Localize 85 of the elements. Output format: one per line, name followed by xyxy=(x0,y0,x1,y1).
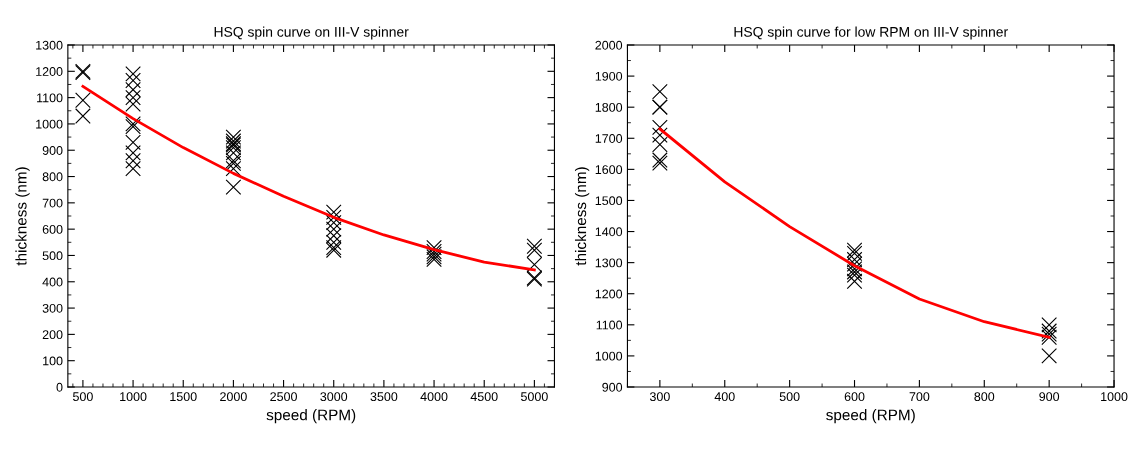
x-tick-label: 2000 xyxy=(220,392,247,402)
y-tick-label: 0 xyxy=(56,382,63,392)
point xyxy=(225,179,242,195)
point xyxy=(526,238,543,255)
point xyxy=(526,242,543,259)
y-tick-label: 1500 xyxy=(595,196,623,206)
y-axis-title: thickness (nm) xyxy=(15,167,30,266)
y-tick-label: 1800 xyxy=(595,102,623,112)
chart-title: HSQ spin curve for low RPM on III-V spinner xyxy=(734,26,1008,40)
y-tick-label: 1000 xyxy=(36,119,63,129)
x-tick-label: 5000 xyxy=(520,392,548,402)
point xyxy=(325,214,342,231)
y-tick-label: 1200 xyxy=(595,289,623,299)
x-tick-label: 500 xyxy=(779,392,800,402)
point xyxy=(225,129,242,145)
line-series xyxy=(81,84,536,272)
y-tick-label: 600 xyxy=(42,224,63,234)
point xyxy=(125,66,141,82)
point xyxy=(325,221,342,237)
point xyxy=(1041,316,1057,333)
y-tick-label: 1400 xyxy=(595,227,623,237)
x-tick-label: 4500 xyxy=(470,392,498,402)
x-tick-label: 400 xyxy=(714,392,735,402)
y-tick-label: 800 xyxy=(42,172,63,182)
point xyxy=(1041,348,1057,364)
point xyxy=(1041,329,1057,346)
point xyxy=(125,145,141,161)
y-tick-label: 2000 xyxy=(595,40,623,50)
x-axis-title: speed (RPM) xyxy=(266,409,356,424)
x-tick-label: 500 xyxy=(72,392,93,402)
point xyxy=(125,160,141,177)
x-tick-label: 1500 xyxy=(170,392,197,402)
y-tick-label: 700 xyxy=(42,198,63,208)
y-tick-label: 1300 xyxy=(595,258,623,268)
point xyxy=(846,273,863,290)
y-tick-label: 1000 xyxy=(595,351,623,361)
y-tick-label: 500 xyxy=(42,251,63,261)
x-tick-label: 800 xyxy=(974,392,995,402)
point xyxy=(325,204,342,220)
y-tick-label: 1900 xyxy=(595,71,623,81)
x-tick-label: 700 xyxy=(909,392,930,402)
point xyxy=(325,234,342,251)
point xyxy=(526,256,543,273)
point xyxy=(125,89,141,106)
y-tick-label: 200 xyxy=(42,330,63,340)
chart-title: HSQ spin curve on III-V spinner xyxy=(214,26,409,40)
point xyxy=(125,72,141,89)
point xyxy=(652,127,668,144)
y-tick-label: 400 xyxy=(42,277,63,287)
x-tick-label: 3000 xyxy=(320,392,348,402)
y-tick-label: 100 xyxy=(43,356,63,366)
x-tick-label: 300 xyxy=(649,392,670,402)
x-tick-label: 3500 xyxy=(370,392,398,402)
x-tick-label: 1000 xyxy=(120,392,147,402)
y-tick-label: 1100 xyxy=(37,93,63,103)
point xyxy=(125,96,141,113)
y-tick-label: 1700 xyxy=(595,134,623,143)
x-tick-label: 2500 xyxy=(270,392,297,402)
x-tick-label: 600 xyxy=(844,392,865,402)
point xyxy=(325,209,342,226)
y-tick-label: 1300 xyxy=(36,40,63,50)
line-series xyxy=(658,127,1051,339)
y-tick-label: 1600 xyxy=(595,165,623,175)
point xyxy=(426,239,442,256)
y-tick-label: 1100 xyxy=(596,320,623,330)
point xyxy=(325,227,342,244)
y-tick-label: 900 xyxy=(42,146,63,155)
x-tick-label: 900 xyxy=(1039,392,1060,402)
point xyxy=(846,256,863,273)
point xyxy=(225,160,242,177)
y-axis-title: thickness (nm) xyxy=(574,167,590,266)
x-tick-label: 1000 xyxy=(1101,392,1128,402)
point xyxy=(75,92,91,109)
point xyxy=(125,81,141,98)
point xyxy=(225,145,242,161)
x-axis-title: speed (RPM) xyxy=(826,409,915,424)
point xyxy=(125,152,141,169)
y-tick-label: 900 xyxy=(602,382,623,392)
point xyxy=(125,134,141,151)
point xyxy=(652,83,668,100)
y-tick-label: 300 xyxy=(42,303,63,313)
point xyxy=(652,136,668,153)
y-tick-label: 1200 xyxy=(36,67,63,76)
x-tick-label: 4000 xyxy=(420,392,448,402)
point xyxy=(846,251,863,268)
